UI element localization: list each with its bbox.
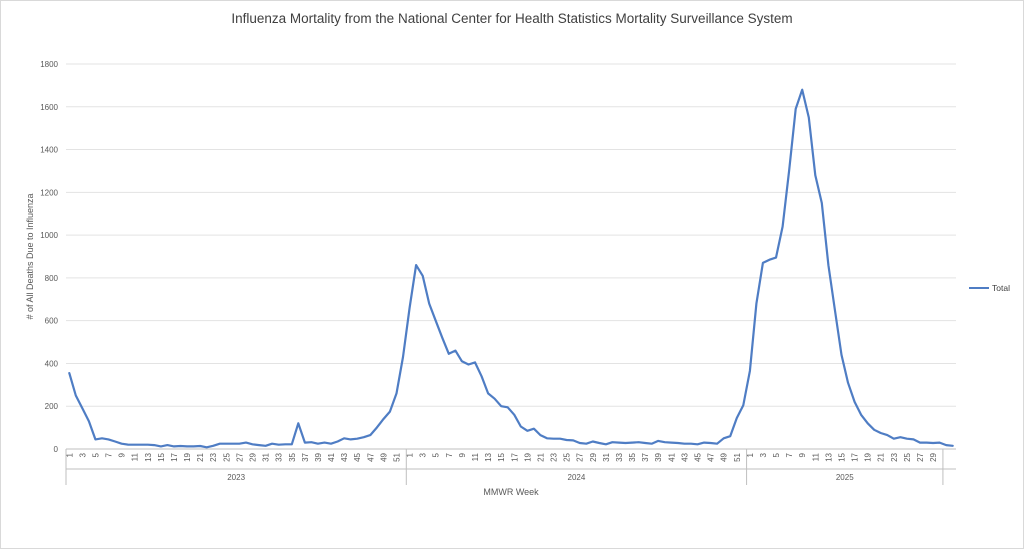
y-tick-label-1400: 1400 [40,146,58,155]
x-tick-label: 1 [746,452,755,457]
x-tick-label: 49 [720,452,729,461]
x-tick-label: 35 [288,452,297,461]
chart-title: Influenza Mortality from the National Ce… [231,11,793,26]
x-tick-label: 1 [406,452,415,457]
x-tick-label: 7 [785,452,794,457]
x-tick-label: 33 [615,452,624,461]
year-label-2025: 2025 [836,473,854,482]
x-tick-label: 37 [641,452,650,461]
x-tick-label: 47 [366,452,375,461]
x-tick-label: 41 [327,452,336,461]
x-tick-label: 21 [877,452,886,461]
series-line-total [68,88,954,449]
legend-label-total: Total [992,283,1010,293]
x-tick-label: 11 [131,452,140,461]
x-tick-label: 51 [733,452,742,461]
x-tick-label: 1 [65,452,74,457]
x-tick-label: 7 [445,452,454,457]
x-tick-label: 21 [536,452,545,461]
legend: Total [969,283,1010,293]
x-tick-label: 19 [864,452,873,461]
x-tick-label: 37 [301,452,310,461]
y-tick-label-200: 200 [45,402,59,411]
x-tick-label: 23 [890,452,899,461]
x-tick-label: 3 [759,452,768,457]
y-tick-label-0: 0 [54,445,59,454]
y-tick-label-1600: 1600 [40,103,58,112]
y-tick-label-1000: 1000 [40,231,58,240]
x-tick-label: 29 [929,452,938,461]
x-tick-label: 15 [497,452,506,461]
x-tick-label: 29 [249,452,258,461]
x-tick-label: 43 [340,452,349,461]
x-tick-label: 9 [118,452,127,457]
x-tick-label: 13 [144,452,153,461]
x-tick-label: 25 [903,452,912,461]
x-tick-label: 31 [602,452,611,461]
x-tick-label: 51 [392,452,401,461]
x-tick-label: 15 [157,452,166,461]
x-tick-label: 5 [91,452,100,457]
x-tick-label: 47 [707,452,716,461]
y-tick-label-600: 600 [45,317,59,326]
x-tick-label: 17 [851,452,860,461]
x-tick-label: 11 [471,452,480,461]
x-tick-label: 27 [576,452,585,461]
y-tick-label-800: 800 [45,274,59,283]
x-tick-label: 39 [654,452,663,461]
x-tick-label: 25 [563,452,572,461]
x-tick-label: 19 [523,452,532,461]
x-tick-label: 7 [105,452,114,457]
x-tick-label: 27 [235,452,244,461]
x-tick-label: 17 [510,452,519,461]
x-tick-label: 31 [262,452,271,461]
x-tick-label: 15 [837,452,846,461]
x-tick-label: 23 [209,452,218,461]
x-tick-label: 13 [484,452,493,461]
legend-swatch-total [969,287,989,289]
x-tick-label: 23 [550,452,559,461]
x-tick-label: 25 [222,452,231,461]
x-tick-label: 11 [811,452,820,461]
x-tick-label: 33 [275,452,284,461]
x-tick-label: 5 [772,452,781,457]
x-tick-label: 39 [314,452,323,461]
x-tick-label: 49 [379,452,388,461]
x-tick-label: 45 [694,452,703,461]
x-tick-label: 27 [916,452,925,461]
x-tick-label: 9 [798,452,807,457]
x-tick-label: 17 [170,452,179,461]
y-tick-label-400: 400 [45,359,59,368]
x-tick-label: 45 [353,452,362,461]
y-tick-label-1200: 1200 [40,188,58,197]
x-tick-label: 21 [196,452,205,461]
x-tick-label: 9 [458,452,467,457]
x-tick-label: 3 [419,452,428,457]
x-tick-label: 43 [680,452,689,461]
year-label-2023: 2023 [227,473,245,482]
y-tick-label-1800: 1800 [40,60,58,69]
x-tick-label: 41 [667,452,676,461]
x-tick-label: 13 [824,452,833,461]
x-tick-label: 29 [589,452,598,461]
x-tick-label: 35 [628,452,637,461]
x-tick-label: 3 [78,452,87,457]
year-label-2024: 2024 [568,473,586,482]
x-tick-label: 5 [432,452,441,457]
x-axis-title: MMWR Week [483,487,539,497]
y-axis-title: # of All Deaths Due to Influenza [25,193,35,319]
x-tick-label: 19 [183,452,192,461]
